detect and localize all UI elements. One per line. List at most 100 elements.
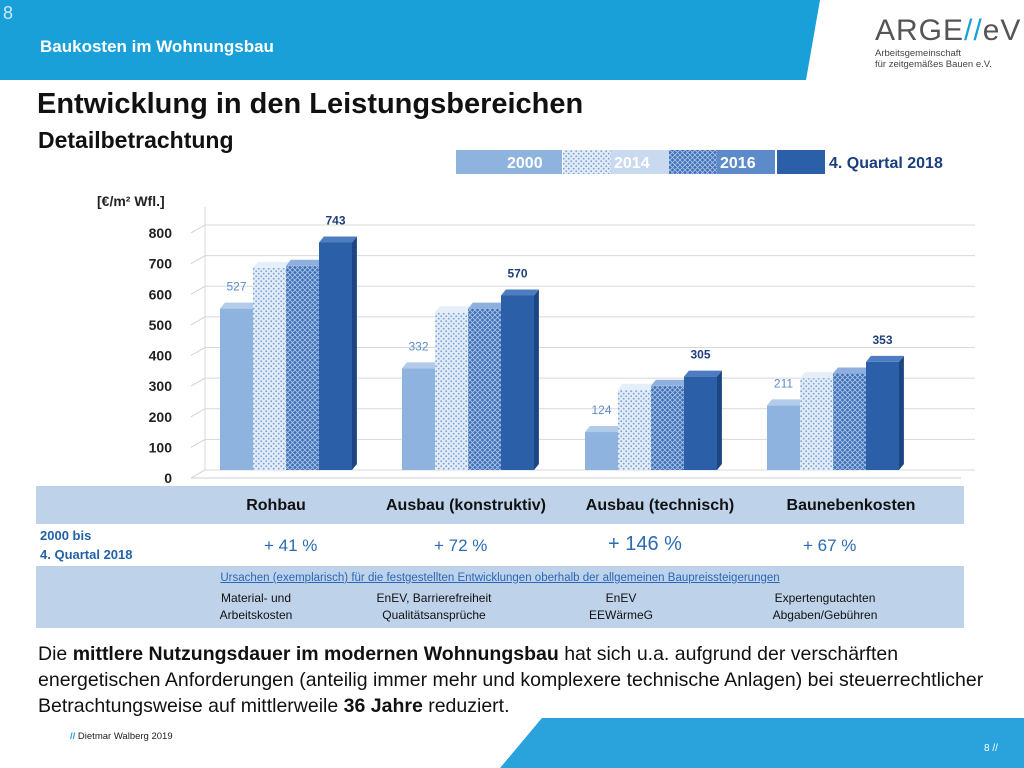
chart-legend: 2000 2014 2016 4. Quartal 2018 [456,150,961,174]
category-label: Ausbau (konstruktiv) [385,497,546,514]
bar-top [767,399,805,406]
data-label: 570 [507,266,527,280]
logo-slashes: // [964,14,983,47]
bar-chart: 0 100 200 300 400 500 600 700 800 527 743 332 570 12… [149,150,975,486]
legend-swatch [777,150,825,174]
y-tick-label: 400 [149,348,173,364]
logo-suffix: eV [982,14,1022,47]
bar-top [402,362,440,369]
causes-heading: Ursachen (exemplarisch) für die festgest… [220,572,780,584]
logo-subtitle-line1: Arbeitsgemeinschaft [875,48,962,59]
cause-line: Abgaben/Gebühren [772,608,878,622]
bar [402,368,435,470]
legend-label: 4. Quartal 2018 [829,155,943,172]
cause-line: Qualitätsansprüche [382,608,486,622]
category-label: Baunebenkosten [786,497,916,514]
chart-bars [220,236,904,470]
bar-top [800,372,838,379]
bar-top [585,426,623,433]
bar [253,267,286,470]
causes-box: Ursachen (exemplarisch) für die festgest… [36,566,964,628]
footer-slashes: // [70,731,76,742]
gridline-diagonal [190,224,206,234]
cause-line: EnEV [605,591,637,605]
data-label: 332 [408,339,428,353]
y-tick-label: 100 [149,439,173,455]
change-value: + 72 % [434,536,488,555]
y-tick-label: 200 [149,409,173,425]
change-value: + 146 % [608,533,682,555]
y-tick-label: 800 [149,225,173,241]
gridline-diagonal [190,408,206,418]
bar [585,432,618,470]
gridline-diagonal [190,285,206,295]
summary-paragraph: Die mittlere Nutzungsdauer im modernen W… [38,641,998,719]
y-tick-label: 700 [149,256,173,272]
logo: ARGE//eV [875,14,1021,48]
gridline-diagonal [190,469,206,479]
gridline-diagonal [190,347,206,356]
bar-top [286,259,324,266]
bar [286,265,319,470]
cause-line: Expertengutachten [774,591,876,605]
section-title: Baukosten im Wohnungsbau [40,37,274,56]
y-tick-label: 300 [149,378,173,394]
cause-item: Material- und Arbeitskosten [201,590,311,624]
data-label: 527 [226,280,246,294]
y-tick-label: 600 [149,286,173,302]
paragraph-bold: 36 Jahre [343,695,423,717]
data-label: 211 [774,376,793,390]
footer-author-text: Dietmar Walberg 2019 [77,731,173,742]
cause-item: EnEV EEWärmeG [556,590,686,624]
legend-label: 2016 [720,155,756,172]
change-value: + 41 % [264,536,318,555]
bar-side [717,370,722,470]
bar-top [435,306,473,313]
page-number: 8 // [984,743,998,754]
bar-top [866,355,904,362]
legend-swatch [563,150,611,174]
change-row-label-line1: 2000 bis [40,528,92,543]
data-label: 124 [591,403,611,417]
legend-label-bg [717,150,775,174]
bar-top [501,289,539,296]
bar-top [468,302,506,309]
logo-subtitle-line2: für zeitgemäßes Bauen e.V. [875,59,992,70]
gridline-diagonal [190,377,206,387]
change-row-label-line2: 4. Quartal 2018 [40,547,133,562]
legend-swatch [456,150,504,174]
legend-swatch [669,150,717,174]
data-labels: 527 743 332 570 124 305 211 353 [226,213,892,417]
bar [220,308,253,470]
bar-top [833,367,871,374]
legend-label: 2000 [507,155,543,172]
bar-top [684,370,722,377]
header-bar [0,0,820,80]
bar-top [618,383,656,390]
y-tick-label: 0 [164,470,172,486]
paragraph-bold: mittlere Nutzungsdauer im modernen Wohnu… [72,643,559,665]
bar-top [220,302,258,309]
data-label: 353 [872,333,892,347]
bar-top [319,236,357,243]
slide-number: 8 [3,3,14,23]
cause-item: Expertengutachten Abgaben/Gebühren [750,590,900,624]
bar [501,295,534,470]
bar [319,242,352,470]
category-label: Rohbau [246,497,306,514]
gridline-diagonal [190,255,206,265]
y-axis-ticks: 0 100 200 300 400 500 600 700 800 [149,225,173,486]
paragraph-text: Die [38,643,73,665]
cause-item: EnEV, Barrierefreiheit Qualitätsansprüche [354,590,514,624]
bar [618,389,651,470]
gridline-diagonal [190,438,206,448]
cause-line: Material- und [220,591,292,605]
legend-label-bg [611,150,669,174]
y-axis-label: [€/m² Wfl.] [97,193,165,209]
bar [468,308,501,470]
legend-label-bg [504,150,562,174]
legend-label-bg [825,150,961,174]
cause-line: Arbeitskosten [219,608,293,622]
bar-side [534,289,539,470]
bar [866,361,899,470]
